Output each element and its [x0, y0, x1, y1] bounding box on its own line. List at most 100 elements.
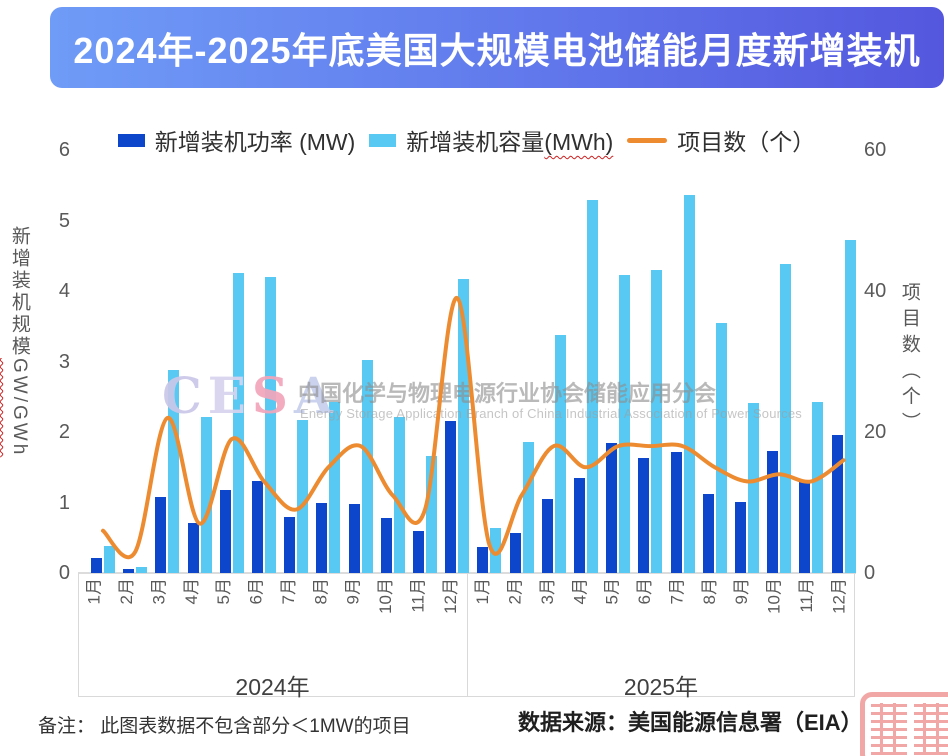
y-axis-tick-left: 5 [58, 209, 70, 232]
capacity-bar [136, 567, 148, 573]
capacity-bar [683, 195, 695, 573]
projects-line [101, 296, 846, 560]
capacity-bar [490, 527, 502, 573]
x-axis-label: 10月 [764, 578, 784, 614]
left-axis-ticks: 0 1 2 3 4 5 6 [28, 140, 70, 583]
power-bar [541, 498, 553, 573]
bar-series-layer [78, 150, 856, 573]
power-bar [380, 518, 392, 573]
capacity-bar [393, 416, 405, 573]
legend-label-projects: 项目数（个） [677, 129, 816, 155]
power-bar [348, 503, 360, 573]
capacity-bar [265, 276, 276, 573]
x-axis-label: 6月 [635, 578, 655, 605]
power-bar [252, 481, 263, 573]
capacity-bar [812, 402, 824, 573]
capacity-bar [458, 279, 470, 573]
capacity-bar [780, 263, 792, 573]
capacity-bar [522, 441, 534, 573]
y-axis-tick-left: 2 [58, 421, 70, 443]
power-bar [574, 477, 585, 573]
capacity-bar [844, 239, 856, 573]
year-group-2024: 2024年 [235, 674, 310, 700]
seal-glyph [913, 703, 948, 755]
x-axis-label: 8月 [311, 578, 331, 605]
legend-item-power: 新增装机功率 (MW) [117, 123, 355, 157]
power-bar [123, 568, 135, 573]
plot-area: CESA 中国化学与物理电源行业协会储能应用分会 Energy Storage … [78, 150, 856, 573]
y-axis-tick-left: 4 [58, 280, 70, 302]
x-axis-label: 3月 [149, 578, 169, 605]
x-axis-labels: 1月 2月 3月 4月 5月 6月 7月 8月 9月 10月 11月 12月 1月 2月 3月 4月 5月 6月 7… [78, 578, 855, 648]
power-bar [767, 451, 779, 573]
x-axis-label: 7月 [667, 578, 687, 605]
power-bar [831, 434, 843, 573]
legend: 新增装机功率 (MW) 新增装机容量(MWh) 项目数（个） [78, 122, 855, 158]
power-bar [638, 458, 650, 573]
x-axis-label: 12月 [440, 578, 460, 614]
page-title: 2024年-2025年底美国大规模电池储能月度新增装机 [73, 29, 921, 71]
power-bar [413, 530, 424, 573]
left-axis-title: 新增装机规模GW/GWh [8, 226, 30, 458]
right-axis-title: 项目数（个） [898, 282, 920, 438]
x-axis-label: 2月 [505, 578, 525, 605]
capacity-bar [587, 200, 598, 573]
x-axis-label: 6月 [246, 578, 266, 605]
category-divider [467, 573, 468, 696]
power-bar [606, 443, 618, 573]
power-bar [187, 522, 199, 573]
capacity-bar [619, 274, 631, 573]
x-axis-label: 11月 [408, 578, 428, 613]
power-bar [799, 479, 811, 573]
spellcheck-squiggle: GW/GWh [8, 358, 30, 458]
x-axis-label: 4月 [570, 578, 590, 605]
power-bar [284, 517, 296, 573]
power-bar [670, 451, 682, 573]
x-axis-label: 10月 [376, 578, 396, 614]
footnote: 备注： 此图表数据不包含部分＜1MW的项目 [38, 716, 411, 737]
capacity-bar [361, 360, 373, 573]
seal-glyph [871, 703, 907, 755]
x-axis-label: 2月 [117, 578, 137, 605]
y-axis-tick-right: 0 [864, 562, 876, 584]
title-banner: 2024年-2025年底美国大规模电池储能月度新增装机 [50, 7, 944, 88]
y-axis-tick-left: 3 [58, 350, 70, 373]
x-axis-label: 9月 [343, 578, 363, 605]
x-axis-label: 11月 [796, 578, 816, 613]
power-bar [155, 496, 167, 573]
year-group-2025: 2025年 [623, 674, 699, 700]
x-axis-label: 1月 [473, 578, 493, 605]
seal-stamp [860, 692, 948, 756]
x-axis-label: 9月 [732, 578, 752, 605]
y-axis-tick-right: 40 [864, 280, 887, 302]
capacity-bar [232, 273, 244, 573]
power-bar [219, 489, 231, 573]
category-divider [854, 573, 855, 696]
power-bar [702, 494, 714, 573]
y-axis-tick-right: 60 [864, 139, 887, 161]
power-bar [445, 420, 457, 573]
capacity-bar [748, 403, 759, 573]
power-swatch-icon [117, 133, 145, 147]
x-axis-label: 5月 [214, 578, 234, 605]
power-bar [509, 532, 521, 573]
legend-item-capacity: 新增装机容量(MWh) [369, 123, 613, 157]
y-axis-tick-left: 1 [58, 491, 70, 514]
line-series-layer [101, 296, 846, 560]
x-axis-label: 12月 [829, 578, 849, 614]
capacity-bar [297, 420, 309, 573]
right-axis-ticks: 0 20 40 60 [864, 140, 914, 583]
y-axis-tick-left: 6 [58, 139, 70, 161]
power-bar [477, 546, 489, 573]
capacity-bar [104, 546, 115, 573]
x-axis-label: 4月 [181, 578, 201, 605]
legend-label-capacity: 新增装机容量(MWh) [406, 129, 614, 155]
y-axis-tick-right: 20 [864, 421, 887, 443]
x-axis-label: 3月 [537, 578, 557, 605]
power-bar [316, 502, 328, 573]
x-axis-label: 1月 [84, 578, 104, 605]
category-divider [78, 573, 79, 696]
capacity-swatch-icon [369, 133, 397, 147]
x-axis-label: 8月 [699, 578, 719, 605]
